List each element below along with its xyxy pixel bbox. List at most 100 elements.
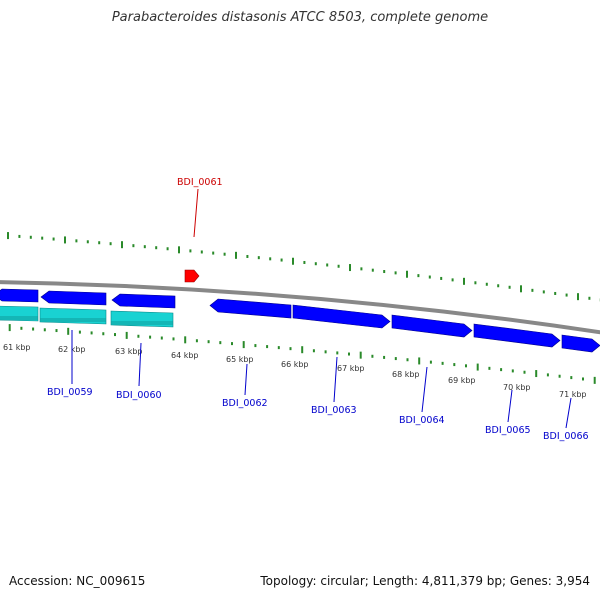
- gene-leader-line: [244, 363, 248, 396]
- upper-minor-tick: [508, 285, 511, 289]
- upper-minor-tick: [189, 249, 192, 253]
- lower-minor-tick: [511, 369, 514, 373]
- gene-feature-bdi-0064[interactable]: [391, 314, 473, 338]
- rna-feature-2-shade: [40, 318, 106, 322]
- lower-minor-tick: [546, 373, 549, 377]
- upper-minor-tick: [531, 288, 534, 292]
- lower-minor-tick: [348, 352, 350, 356]
- gene-feature-bdi-0065[interactable]: [473, 323, 561, 348]
- lower-major-tick: [184, 336, 187, 344]
- gene-label[interactable]: BDI_0065: [485, 425, 531, 436]
- lower-minor-tick: [336, 351, 339, 355]
- upper-minor-tick: [212, 251, 215, 255]
- gene-label-track: BDI_0059 BDI_0060 BDI_0061 BDI_0062 BDI_0063…: [47, 177, 589, 442]
- gene-feature-bdi-0059[interactable]: [40, 290, 107, 306]
- gene-label[interactable]: BDI_0064: [399, 415, 445, 426]
- kbp-tick-label: 70 kbp: [503, 383, 531, 392]
- lower-minor-tick: [289, 347, 292, 351]
- upper-minor-tick: [394, 271, 397, 275]
- lower-major-tick: [301, 346, 304, 354]
- upper-tick-track: [7, 232, 600, 302]
- upper-major-tick: [520, 285, 522, 293]
- lower-minor-tick: [488, 366, 491, 370]
- gene-feature-bdi-0062[interactable]: [209, 298, 292, 319]
- upper-minor-tick: [440, 276, 443, 280]
- lower-minor-tick: [394, 357, 397, 361]
- upper-minor-tick: [542, 290, 545, 294]
- gene-label[interactable]: BDI_0059: [47, 387, 93, 398]
- upper-minor-tick: [474, 281, 477, 285]
- kbp-tick-label: 64 kbp: [171, 351, 199, 360]
- lower-minor-tick: [149, 335, 152, 339]
- upper-major-tick: [7, 232, 9, 240]
- upper-minor-tick: [166, 247, 169, 251]
- rna-feature-1-shade: [0, 316, 38, 320]
- gene-feature-bdi-0063[interactable]: [292, 304, 391, 329]
- gene-leader-line: [193, 188, 199, 238]
- feature-track: [0, 269, 600, 353]
- upper-minor-tick: [451, 278, 454, 282]
- upper-minor-tick: [360, 267, 363, 271]
- upper-minor-tick: [314, 262, 317, 266]
- lower-minor-tick: [324, 350, 327, 354]
- upper-minor-tick: [200, 250, 203, 254]
- lower-major-tick: [476, 363, 479, 371]
- lower-minor-tick: [78, 330, 81, 334]
- lower-major-tick: [67, 327, 70, 335]
- lower-minor-tick: [465, 364, 467, 368]
- upper-minor-tick: [269, 257, 272, 261]
- lower-minor-tick: [160, 336, 163, 340]
- gene-leader-line: [565, 397, 572, 429]
- gene-leader-line: [333, 356, 338, 403]
- gene-feature-bdi-0060[interactable]: [111, 293, 176, 309]
- upper-minor-tick: [98, 241, 101, 245]
- gene-label[interactable]: BDI_0063: [311, 405, 357, 416]
- upper-minor-tick: [86, 240, 89, 244]
- lower-minor-tick: [277, 346, 280, 350]
- upper-minor-tick: [41, 236, 44, 240]
- upper-major-tick: [292, 257, 294, 265]
- upper-major-tick: [463, 277, 465, 285]
- lower-minor-tick: [558, 374, 561, 378]
- lower-minor-tick: [429, 360, 432, 364]
- lower-major-tick: [242, 341, 245, 349]
- gene-feature-bdi-0066[interactable]: [561, 334, 600, 353]
- lower-minor-tick: [32, 327, 35, 331]
- lower-minor-tick: [312, 349, 315, 353]
- accession-label: Accession: NC_009615: [9, 574, 146, 588]
- lower-minor-tick: [254, 344, 257, 348]
- lower-minor-tick: [266, 345, 269, 349]
- lower-tick-track: [8, 324, 596, 384]
- upper-minor-tick: [337, 264, 340, 268]
- lower-major-tick: [125, 331, 128, 339]
- lower-major-tick: [593, 376, 596, 384]
- lower-minor-tick: [453, 363, 456, 367]
- upper-minor-tick: [29, 235, 32, 239]
- upper-minor-tick: [383, 270, 386, 274]
- gene-label[interactable]: BDI_0066: [543, 431, 589, 442]
- lower-major-tick: [418, 357, 421, 365]
- gene-label[interactable]: BDI_0060: [116, 390, 162, 401]
- upper-minor-tick: [428, 275, 431, 279]
- map-title: Parabacteroides distasonis ATCC 8503, co…: [111, 10, 489, 25]
- gene-label[interactable]: BDI_0061: [177, 177, 223, 188]
- lower-minor-tick: [383, 355, 386, 359]
- kbp-tick-label: 71 kbp: [559, 390, 587, 399]
- lower-minor-tick: [172, 337, 175, 341]
- kbp-tick-label: 69 kbp: [448, 376, 476, 385]
- upper-minor-tick: [75, 239, 78, 243]
- gene-feature-bdi-0058[interactable]: [0, 288, 39, 303]
- upper-major-tick: [64, 236, 66, 244]
- upper-major-tick: [349, 264, 351, 272]
- gene-feature-bdi-0061[interactable]: [184, 269, 200, 283]
- gene-label[interactable]: BDI_0062: [222, 398, 268, 409]
- gene-leader-line: [421, 366, 428, 413]
- lower-minor-tick: [43, 328, 46, 332]
- kbp-tick-label: 66 kbp: [281, 360, 309, 369]
- kbp-tick-label: 65 kbp: [226, 355, 254, 364]
- gene-leader-line: [507, 389, 513, 423]
- lower-minor-tick: [102, 332, 105, 336]
- upper-major-tick: [235, 251, 237, 259]
- lower-minor-tick: [500, 368, 503, 372]
